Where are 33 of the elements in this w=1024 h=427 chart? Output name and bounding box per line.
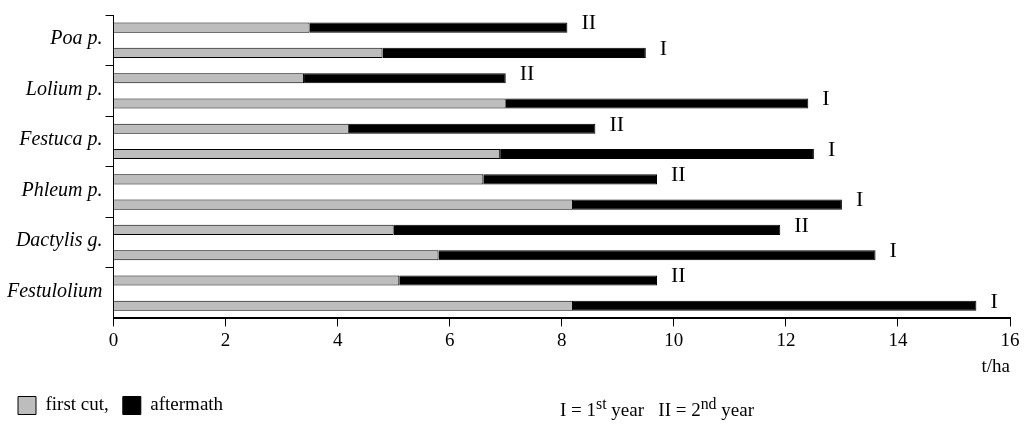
data-label: II bbox=[519, 59, 535, 85]
x-axis-title: t/ha bbox=[981, 354, 1011, 376]
data-label: I bbox=[990, 287, 998, 313]
y-tick-label: Lolium p. bbox=[24, 76, 103, 100]
x-tick-label: 0 bbox=[108, 328, 119, 350]
data-label: I bbox=[889, 236, 897, 262]
data-label: II bbox=[581, 9, 597, 35]
x-tick-label: 14 bbox=[888, 328, 908, 350]
y-tick-label: Dactylis g. bbox=[14, 228, 103, 252]
text: I = 1$^{st}$ year II = 2$^{nd}$ year bbox=[560, 395, 754, 422]
bar bbox=[505, 98, 809, 109]
x-tick-label: 8 bbox=[557, 328, 567, 350]
x-tick-label: 4 bbox=[332, 328, 343, 350]
data-label: I bbox=[822, 85, 830, 111]
x-tick-label: 6 bbox=[444, 328, 455, 350]
data-label: II bbox=[671, 262, 686, 288]
y-tick-label: Poa p. bbox=[49, 26, 103, 50]
data-label: I bbox=[855, 186, 864, 212]
x-tick-label: 10 bbox=[664, 328, 684, 350]
bar bbox=[399, 275, 658, 286]
data-label: II bbox=[671, 161, 686, 187]
legend-label: aftermath bbox=[150, 393, 224, 415]
data-label: II bbox=[609, 110, 625, 136]
x-tick-label: 2 bbox=[220, 328, 231, 350]
legend-label: first cut, bbox=[45, 393, 109, 415]
data-label: I bbox=[827, 135, 836, 161]
y-tick-label: Phleum p. bbox=[20, 177, 103, 201]
data-label: II bbox=[794, 211, 809, 237]
x-tick-label: 12 bbox=[776, 328, 796, 350]
y-tick-label: Festulolium bbox=[6, 279, 103, 302]
y-tick-label: Festuca p. bbox=[18, 127, 103, 151]
x-tick-label: 16 bbox=[1000, 328, 1020, 350]
data-label: I bbox=[659, 34, 668, 60]
